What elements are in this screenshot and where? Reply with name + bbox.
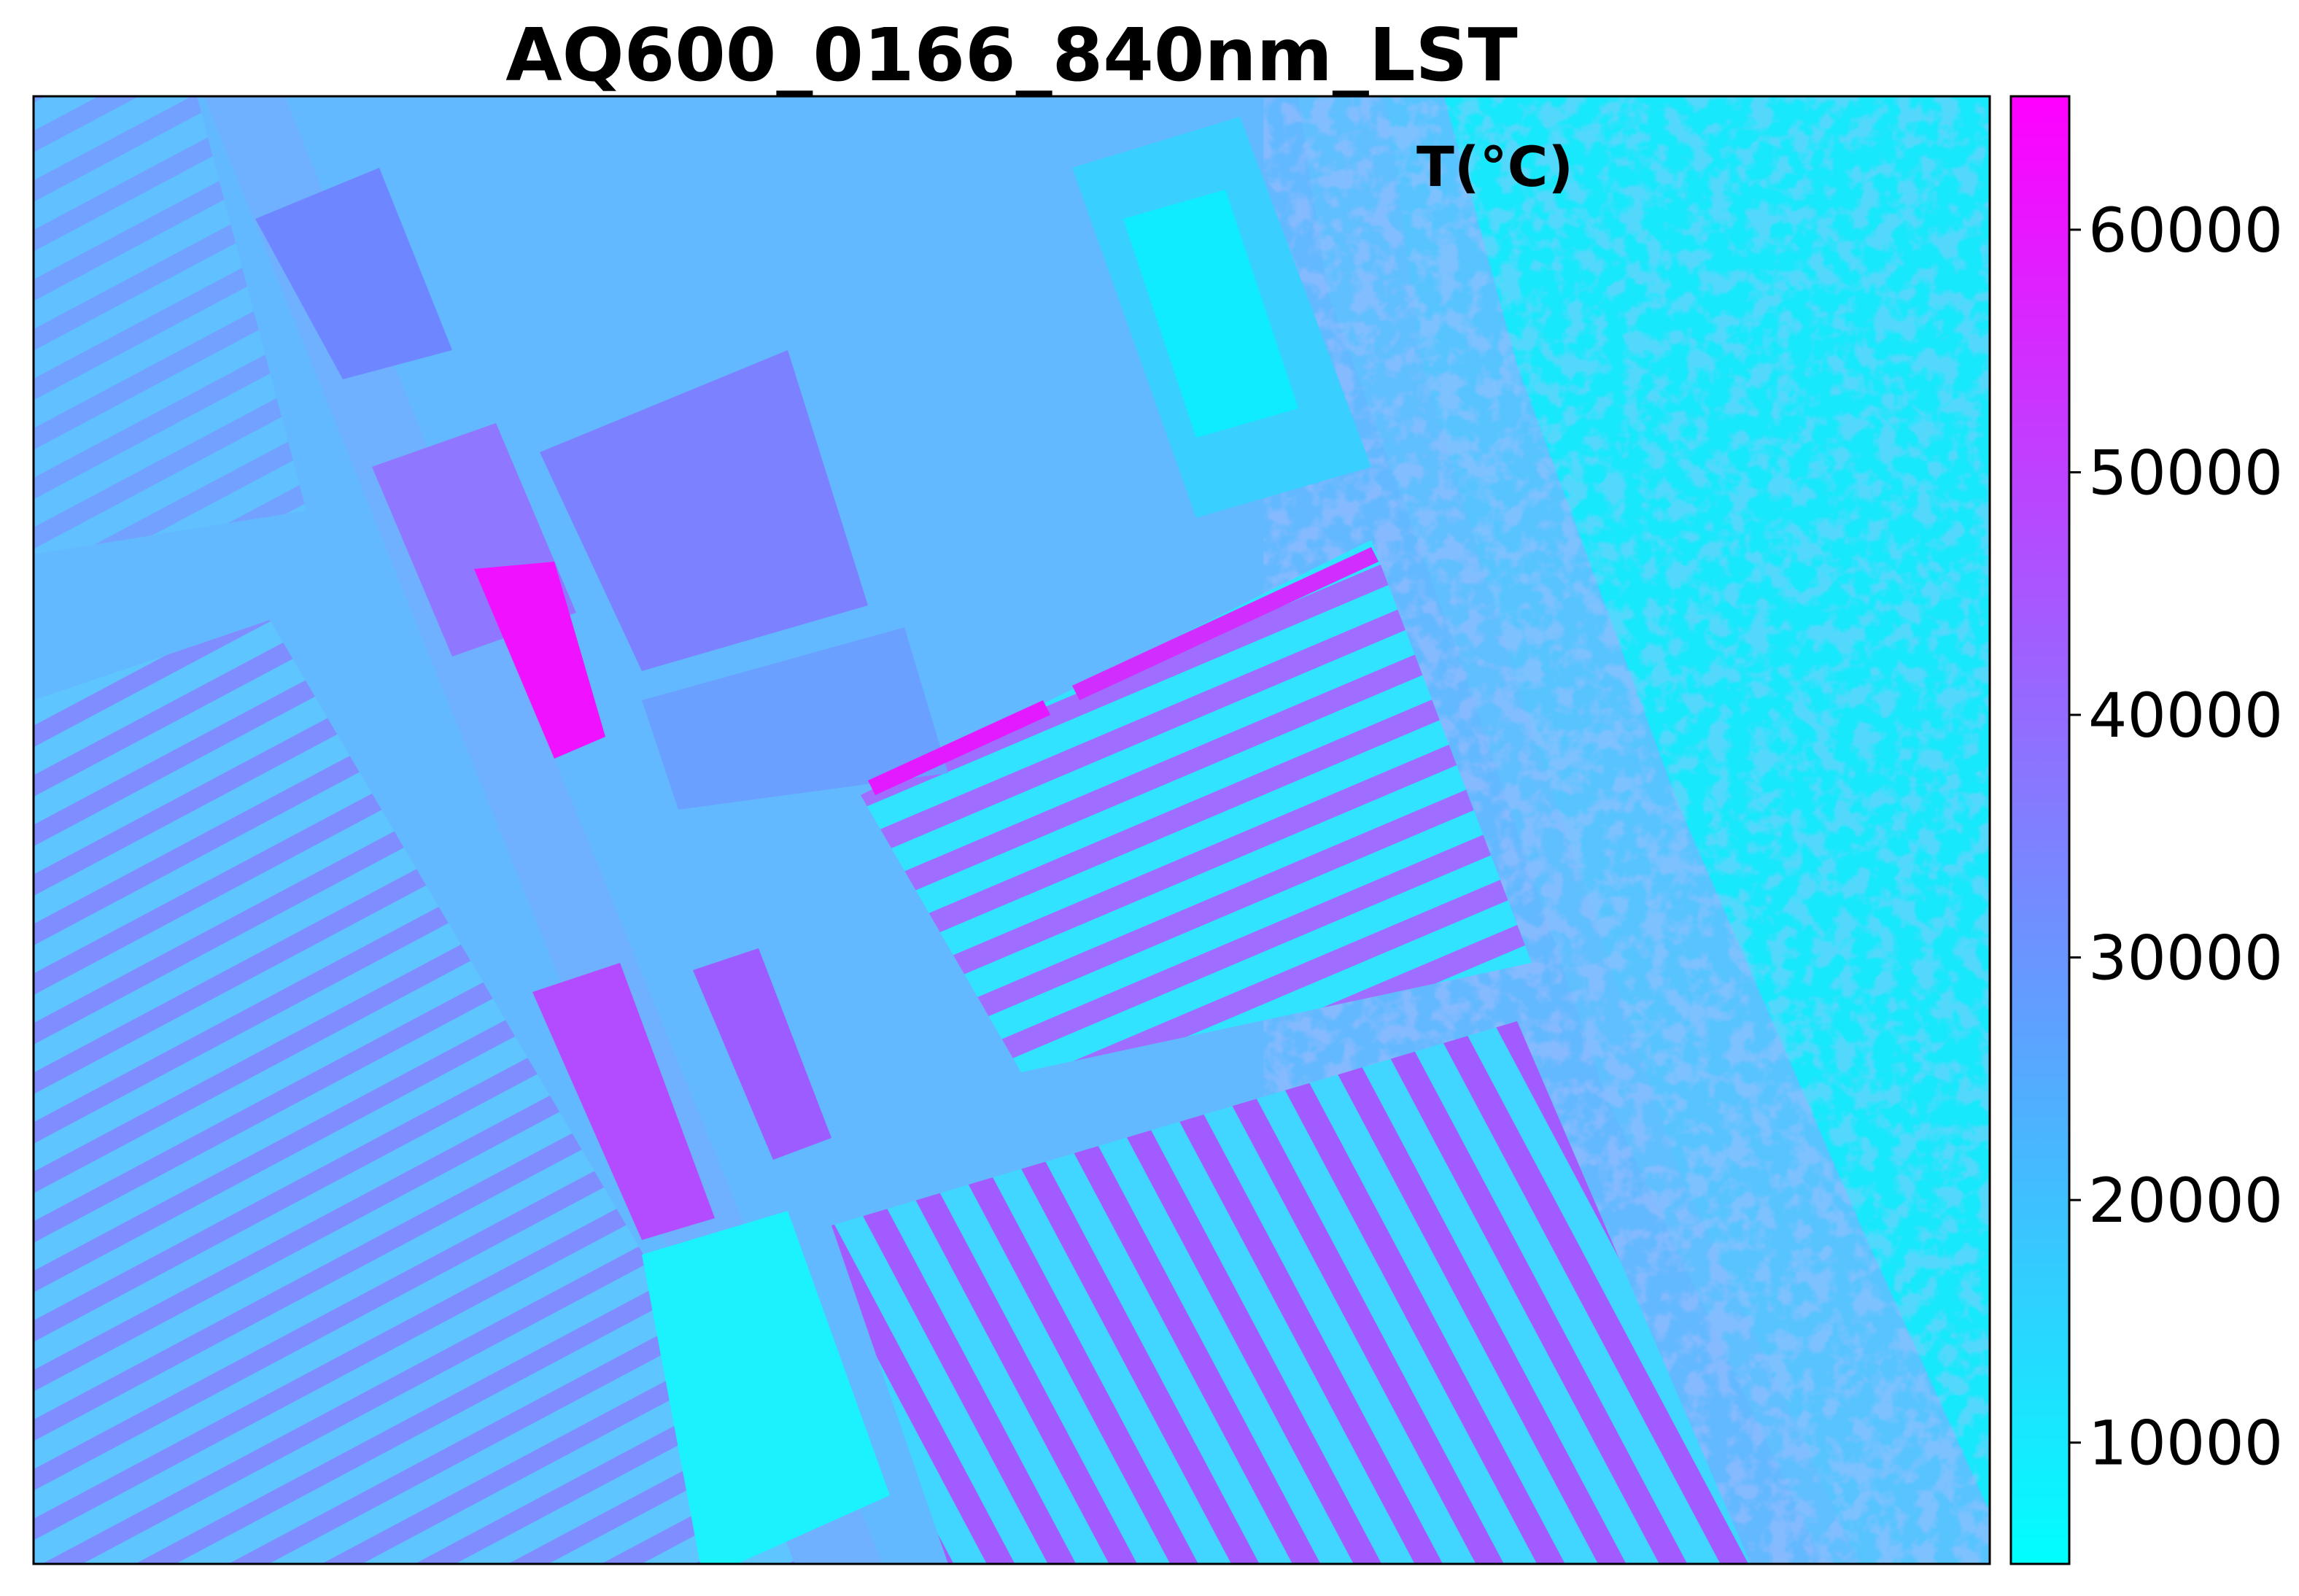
colorbar-tick-label: 30000 [2088, 923, 2283, 994]
chart-title: AQ600_0166_840nm_LST [505, 12, 1518, 98]
warm-shed [693, 948, 831, 1160]
temperature-label: T(°C) [1416, 134, 1573, 199]
hot-strip [1072, 547, 1379, 700]
upper-left-field [34, 96, 306, 554]
colorbar: 10000 20000 30000 40000 50000 60000 [2009, 95, 2283, 1565]
colorbar-tick-label: 20000 [2088, 1165, 2283, 1236]
lower-right-vineyard [831, 1021, 1751, 1564]
colorbar-tick-label: 40000 [2088, 680, 2283, 751]
upper-right-vineyard [861, 540, 1532, 1072]
warm-shed [532, 963, 715, 1240]
colorbar-ticks: 10000 20000 30000 40000 50000 60000 [2069, 195, 2283, 1479]
building-block [642, 627, 948, 810]
diagonal-road [204, 96, 883, 1564]
hot-strip [868, 700, 1050, 795]
walled-garden-centre [1123, 190, 1298, 438]
colorbar-tick-label: 60000 [2088, 195, 2283, 266]
building-block [255, 168, 452, 379]
lower-left-field [34, 620, 831, 1564]
heatmap-image [34, 96, 1990, 1564]
colorbar-gradient [2009, 95, 2071, 1565]
plot-frame [32, 95, 1991, 1565]
cool-courtyard [642, 1211, 890, 1564]
colorbar-tick-label: 10000 [2088, 1408, 2283, 1479]
building-block [540, 350, 868, 671]
hot-roof [474, 562, 605, 759]
colorbar-tick-label: 50000 [2088, 437, 2283, 508]
